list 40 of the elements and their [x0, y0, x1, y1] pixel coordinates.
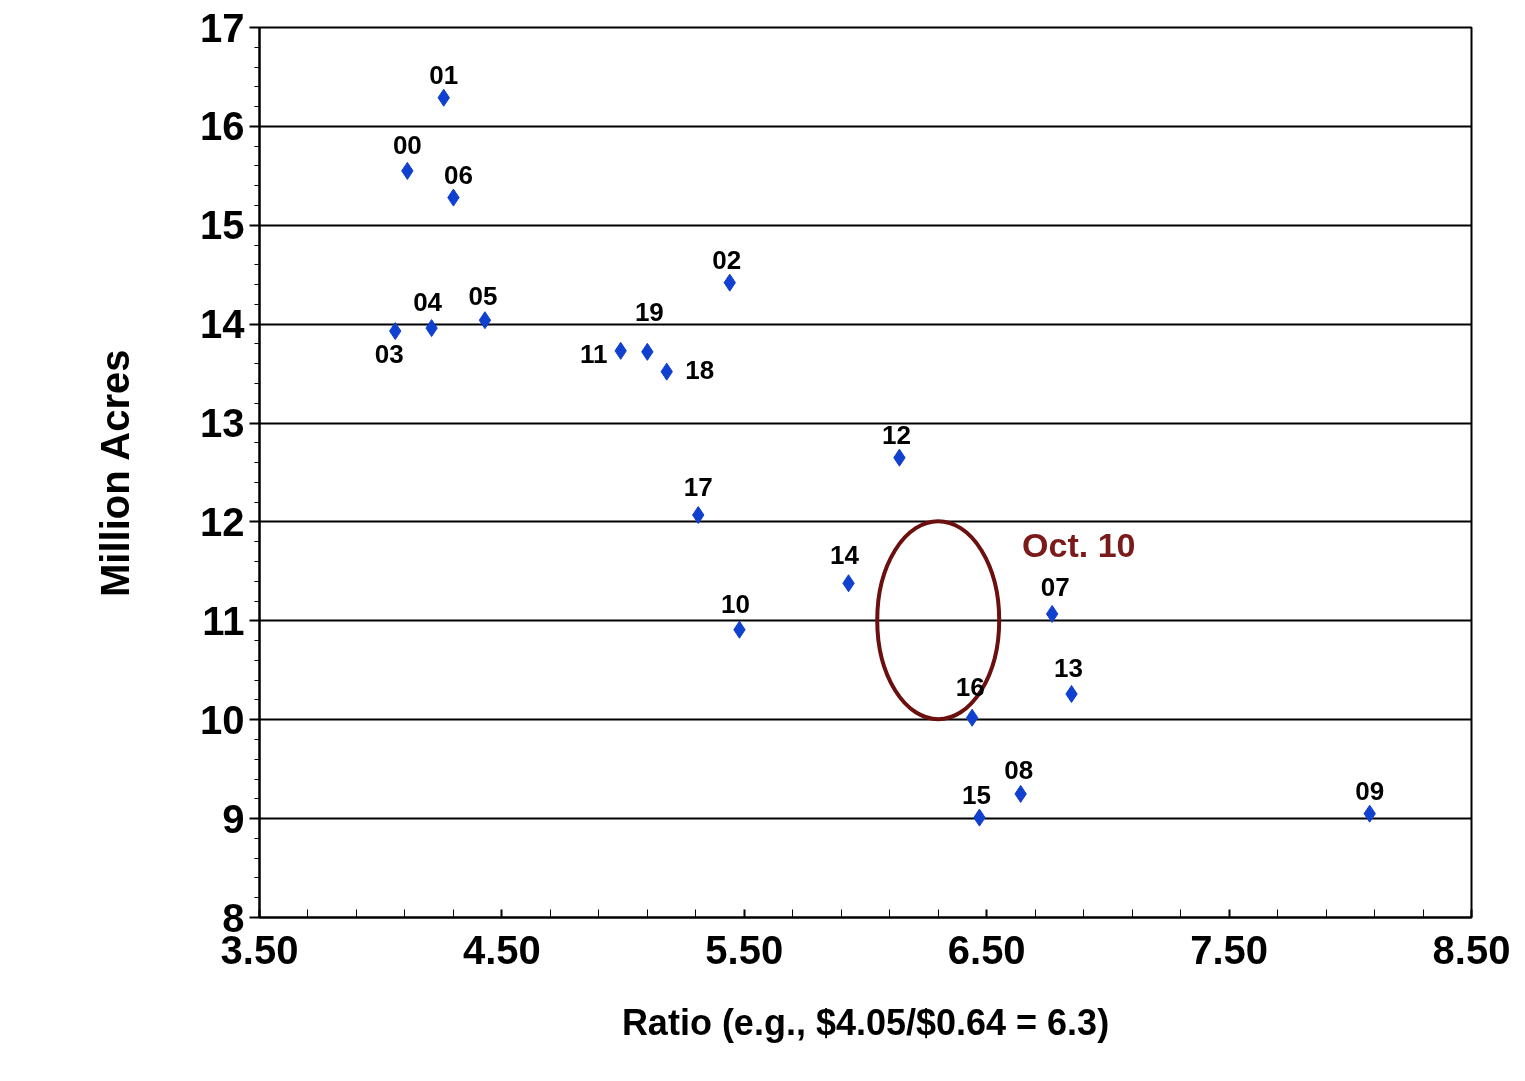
annotation: 04 [413, 287, 443, 318]
annotation: 09 [1355, 775, 1385, 806]
x-axis-title: Ratio (e.g., $4.05/$0.64 = 6.3) [621, 1001, 1110, 1043]
annotation: 19 [634, 296, 664, 327]
annotation: 17 [683, 472, 713, 503]
point [965, 708, 979, 727]
y-tick-label: 16 [200, 104, 245, 149]
point [478, 311, 492, 330]
annotation: 10 [720, 588, 750, 619]
annotation: 13 [1054, 653, 1083, 684]
x-tick-label: 5.50 [705, 927, 784, 972]
y-tick-label: 11 [202, 598, 245, 643]
annotation: 05 [468, 281, 498, 312]
annotation: 18 [685, 354, 715, 385]
annotation: 11 [579, 338, 608, 369]
annotation: 15 [961, 779, 991, 810]
y-tick-label: 9 [222, 796, 245, 841]
x-tick-label: 7.50 [1190, 927, 1269, 972]
annotation: 08 [1004, 754, 1034, 785]
annotation: 00 [392, 129, 422, 160]
y-tick-label: 10 [200, 697, 245, 742]
x-tick-label: 6.50 [947, 927, 1026, 972]
annotation: 03 [374, 339, 404, 370]
x-tick-label: 8.50 [1432, 927, 1511, 972]
y-tick-label: 12 [200, 499, 245, 544]
y-tick-label: 13 [200, 401, 245, 446]
y-tick-label: 14 [200, 302, 246, 347]
annotation: 06 [443, 159, 473, 190]
annotation: Oct. 10 [1022, 526, 1136, 565]
point [1045, 604, 1059, 623]
annotation: 02 [712, 244, 742, 275]
annotation: 14 [830, 540, 860, 571]
y-tick-label: 15 [200, 203, 245, 248]
x-tick-label: 4.50 [462, 927, 541, 972]
annotation: 07 [1040, 571, 1070, 602]
annotation: 16 [955, 671, 985, 702]
annotation: 12 [881, 419, 911, 450]
y-axis-title: Million Acres [93, 349, 138, 597]
y-tick-label: 17 [200, 5, 245, 50]
annotation: 01 [429, 59, 459, 90]
